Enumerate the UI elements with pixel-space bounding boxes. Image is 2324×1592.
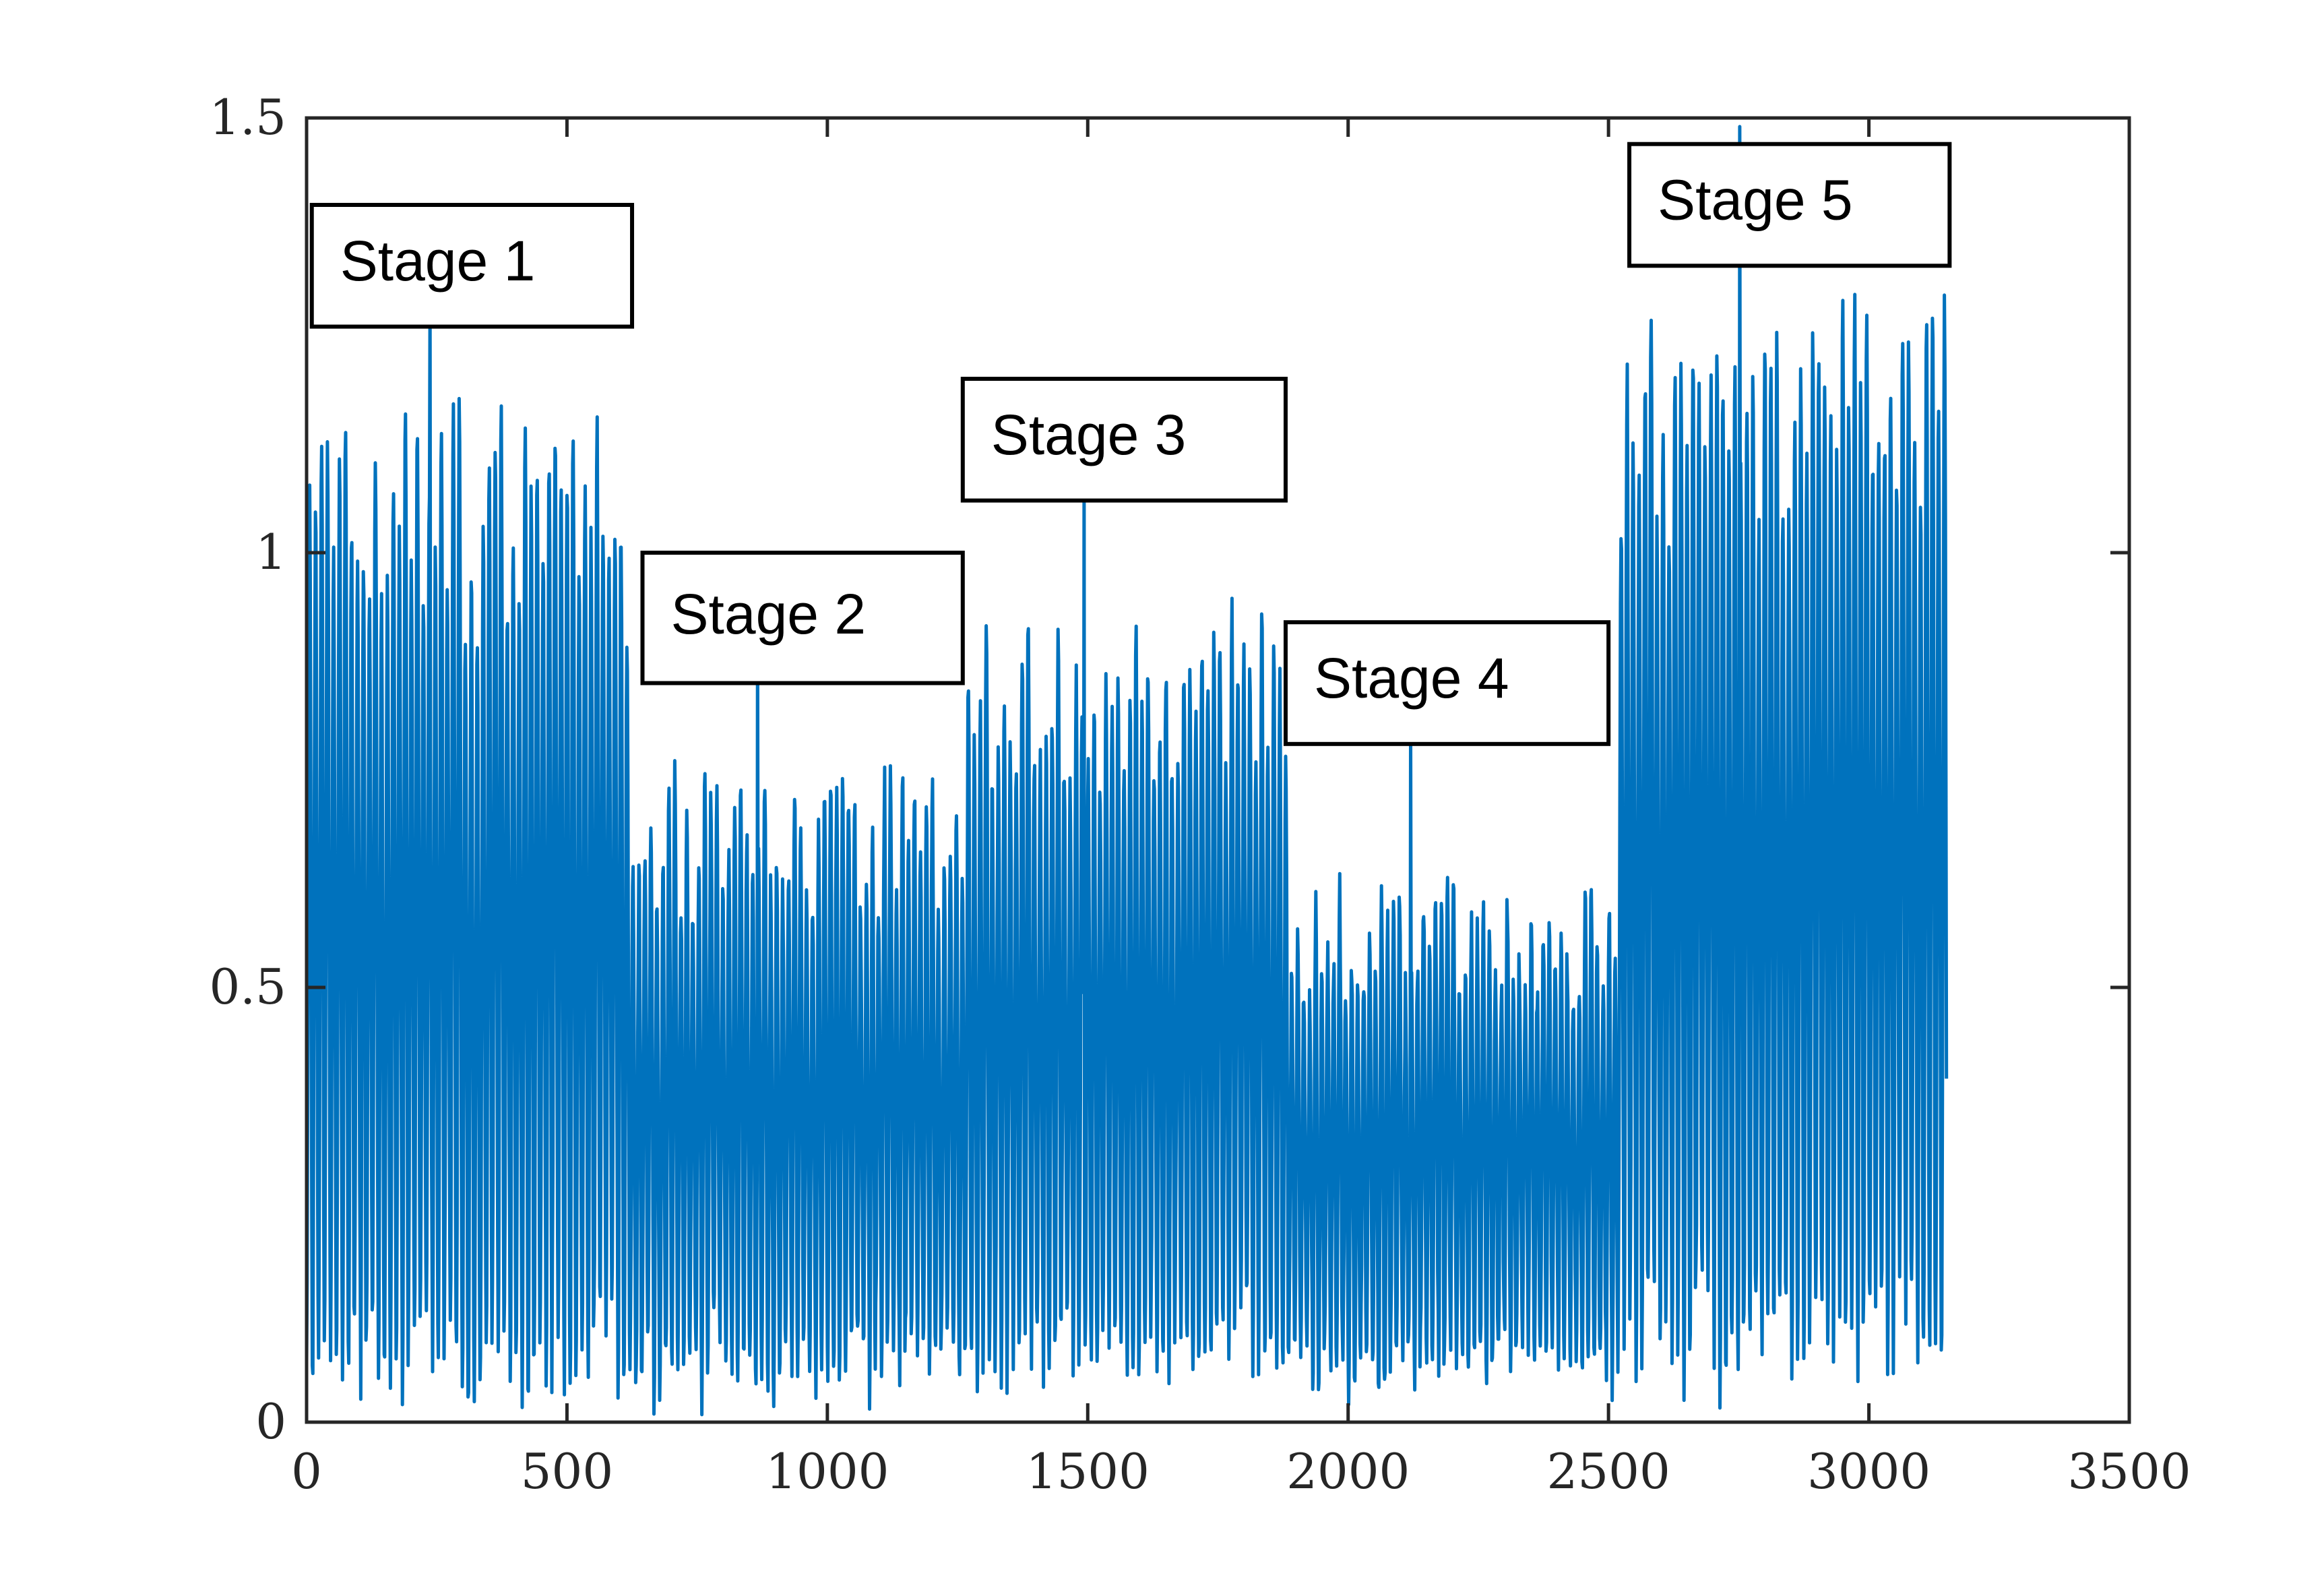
x-tick-label: 1000 [765, 1443, 889, 1500]
stage-label: Stage 1 [340, 229, 536, 293]
stage-box [1283, 620, 1611, 746]
stage-annotation-1: Stage 1 [309, 203, 635, 329]
x-tick-label: 1500 [1026, 1443, 1150, 1500]
x-tick-label: 3500 [2067, 1443, 2191, 1500]
stage-box [960, 377, 1288, 503]
annotation-layer: Stage 1 Stage 2 Stage 3 Stage 4 Stage 5 [309, 142, 1952, 746]
stage-label: Stage 4 [1314, 646, 1509, 710]
x-tick-label: 2000 [1286, 1443, 1410, 1500]
y-tick-label: 0.5 [209, 958, 286, 1015]
stage-annotation-3: Stage 3 [960, 377, 1288, 503]
stage-box [640, 551, 965, 685]
x-tick-label: 500 [521, 1443, 613, 1500]
stage-box [1627, 142, 1952, 268]
stage-box [309, 203, 635, 329]
stage-annotation-2: Stage 2 [640, 551, 965, 685]
x-tick-label: 2500 [1547, 1443, 1670, 1500]
axes-box [305, 116, 2131, 1424]
stage-label: Stage 3 [991, 403, 1187, 466]
y-tick-label: 1 [255, 524, 286, 580]
tick-layer: 0 500 1000 1500 2000 2500 3000 3500 0 0.5 1 1.5 [209, 89, 2191, 1500]
stage-annotation-4: Stage 4 [1283, 620, 1611, 746]
stage-annotation-5: Stage 5 [1627, 142, 1952, 268]
y-tick-label: 1.5 [209, 89, 286, 146]
series-layer [305, 125, 1949, 1417]
x-tick-label: 0 [291, 1443, 322, 1500]
x-tick-label: 3000 [1807, 1443, 1930, 1500]
stage-label: Stage 2 [670, 582, 866, 646]
y-tick-label: 0 [255, 1393, 286, 1450]
stage-label: Stage 5 [1658, 169, 1853, 232]
signal-line-series [305, 125, 1949, 1417]
